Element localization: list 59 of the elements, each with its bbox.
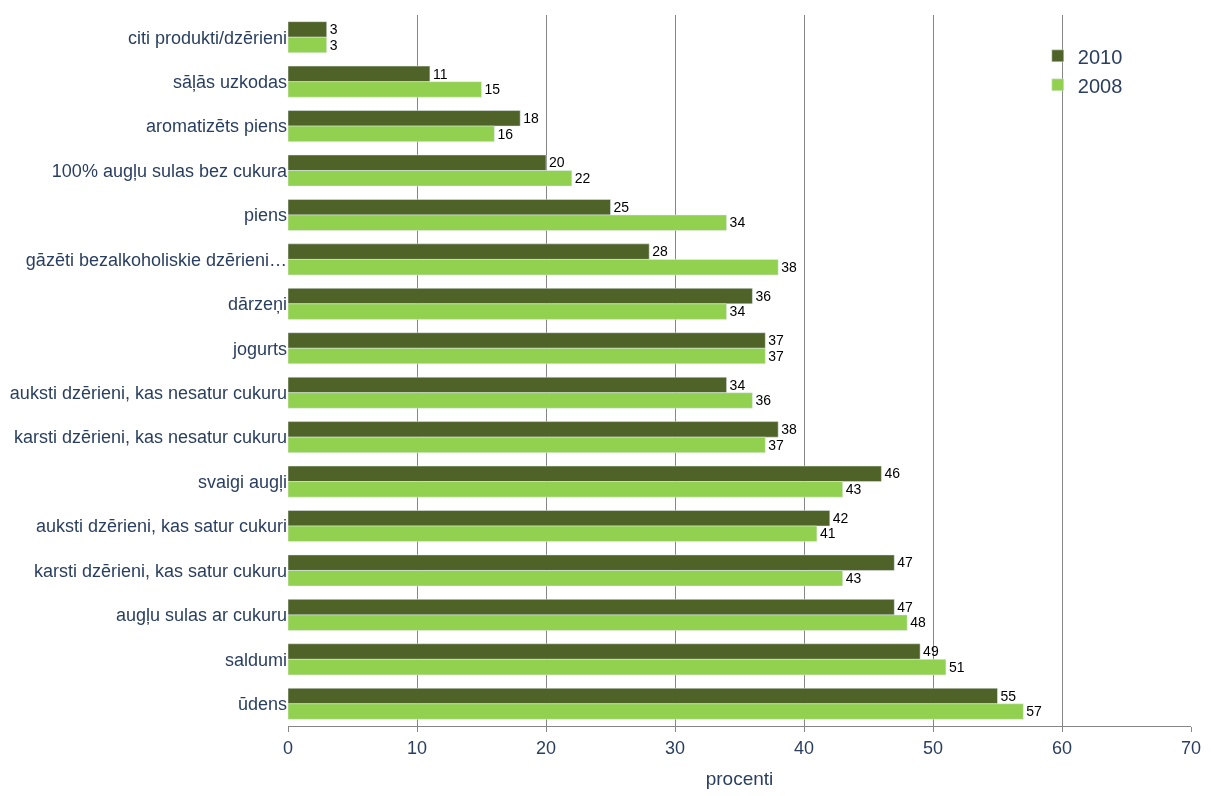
data-label: 42	[832, 509, 849, 526]
data-label: 43	[845, 569, 862, 586]
data-label: 37	[768, 347, 785, 364]
y-tick-label: sāļās uzkodas	[172, 71, 287, 92]
y-tick-label: auksti dzērieni, kas satur cukuri	[35, 516, 287, 537]
legend-label: 2008	[1077, 74, 1123, 97]
data-label: 16	[497, 125, 514, 142]
data-label: 38	[781, 421, 797, 438]
data-label: 34	[729, 376, 746, 393]
data-label: 15	[484, 81, 501, 98]
data-label: 25	[613, 198, 630, 215]
y-tick-label: citi produkti/dzērieni	[127, 27, 287, 48]
y-tick-label: augļu sulas ar cukuru	[115, 605, 287, 626]
data-label: 47	[897, 598, 914, 615]
data-label: 37	[768, 332, 785, 349]
x-tick-label: 10	[406, 737, 428, 758]
y-tick-label: gāzēti bezalkoholiskie dzērieni…	[25, 249, 287, 270]
y-tick-label: saldumi	[224, 649, 287, 670]
data-label: 36	[755, 287, 772, 304]
x-axis-title: procenti	[705, 768, 774, 790]
data-label: 57	[1026, 703, 1043, 720]
data-label: 18	[523, 109, 539, 126]
y-tick-label: auksti dzērieni, kas nesatur cukuru	[9, 383, 287, 404]
y-tick-label: jogurts	[231, 338, 287, 359]
x-tick-label: 50	[922, 737, 944, 758]
data-label: 46	[884, 465, 901, 482]
data-label: 34	[729, 303, 746, 320]
data-label: 49	[923, 643, 939, 660]
x-tick-label: 70	[1180, 737, 1202, 758]
y-tick-label: dārzeņi	[227, 294, 287, 315]
data-label: 28	[652, 243, 668, 260]
data-label: 3	[329, 21, 338, 38]
data-label: 11	[432, 65, 448, 82]
y-tick-label: 100% augļu sulas bez cukura	[51, 160, 288, 181]
data-label: 20	[549, 154, 565, 171]
data-label: 22	[574, 169, 591, 186]
y-tick-label: aromatizēts piens	[145, 116, 287, 137]
x-tick-label: 0	[282, 737, 294, 758]
data-label: 38	[781, 258, 797, 275]
legend-label: 2010	[1077, 45, 1123, 68]
data-label: 47	[897, 554, 914, 571]
data-label: 36	[755, 392, 772, 409]
y-tick-label: svaigi augļi	[197, 471, 287, 492]
data-label: 3	[329, 36, 338, 53]
x-tick-label: 30	[664, 737, 686, 758]
y-tick-label: piens	[243, 205, 287, 226]
data-label: 43	[845, 481, 862, 498]
x-tick-label: 60	[1051, 737, 1073, 758]
data-label: 51	[948, 658, 965, 675]
x-tick-label: 40	[793, 737, 815, 758]
y-tick-label: karsti dzērieni, kas nesatur cukuru	[13, 427, 287, 448]
data-label: 55	[1000, 687, 1017, 704]
data-label: 41	[819, 525, 836, 542]
data-label: 48	[910, 614, 926, 631]
data-label: 34	[729, 214, 746, 231]
y-tick-label: karsti dzērieni, kas satur cukuru	[33, 560, 287, 581]
y-tick-label: ūdens	[237, 694, 287, 715]
x-tick-label: 20	[535, 737, 557, 758]
data-label: 37	[768, 436, 785, 453]
